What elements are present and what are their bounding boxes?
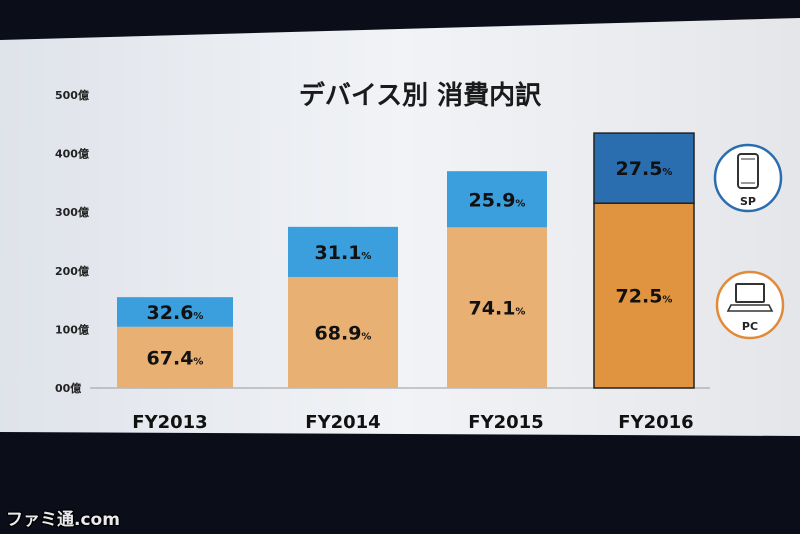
y-tick-label: 100億 bbox=[55, 322, 89, 336]
y-tick-label: 00億 bbox=[55, 381, 81, 395]
x-tick-label: FY2016 bbox=[618, 412, 693, 433]
bar-pc bbox=[447, 227, 547, 388]
bar-pc bbox=[117, 326, 233, 388]
data-label-pc: 68.9% bbox=[315, 322, 372, 344]
laptop-icon bbox=[726, 283, 774, 312]
x-axis: FY2013 FY2014 FY2015 FY2016 bbox=[132, 412, 693, 433]
x-tick-label: FY2014 bbox=[305, 412, 380, 433]
bar-pc bbox=[288, 276, 398, 388]
data-label-sp: 27.5% bbox=[616, 158, 673, 180]
legend-label-pc: PC bbox=[742, 320, 758, 333]
x-tick-label: FY2013 bbox=[132, 412, 207, 433]
data-label-pc: 72.5% bbox=[616, 286, 673, 308]
bar-sp bbox=[117, 297, 233, 327]
y-tick-label: 500億 bbox=[55, 88, 89, 102]
data-label-sp: 31.1% bbox=[315, 242, 372, 264]
legend-circle-sp bbox=[713, 143, 783, 213]
bars: 32.6% 67.4% 31.1% 68.9% 25.9% 74.1% 27.5% 72.5% bbox=[117, 132, 695, 389]
x-tick-label: FY2015 bbox=[468, 412, 543, 433]
data-label-sp: 25.9% bbox=[469, 189, 526, 211]
watermark: ファミ通.com bbox=[6, 510, 120, 530]
data-label-pc: 67.4% bbox=[147, 347, 204, 369]
bar-stack: 27.5% 72.5% bbox=[593, 132, 695, 389]
data-label-sp: 32.6% bbox=[147, 302, 204, 324]
legend: SP PC bbox=[713, 143, 785, 340]
y-tick-label: 300億 bbox=[55, 205, 89, 219]
smartphone-icon bbox=[737, 153, 759, 189]
bar-sp bbox=[447, 171, 547, 228]
bar-sp bbox=[288, 226, 398, 277]
y-tick-label: 200億 bbox=[55, 264, 89, 278]
y-tick-label: 400億 bbox=[55, 147, 89, 161]
bar-stack: 31.1% 68.9% bbox=[288, 226, 398, 388]
chart-title: デバイス別 消費内訳 bbox=[299, 80, 542, 111]
bar-sp bbox=[593, 132, 695, 204]
bar-stack: 25.9% 74.1% bbox=[447, 171, 547, 388]
legend-item-sp: SP bbox=[713, 143, 783, 213]
bar-stack: 32.6% 67.4% bbox=[117, 297, 233, 388]
bar-pc bbox=[593, 202, 695, 389]
legend-item-pc: PC bbox=[715, 270, 785, 340]
data-label-pc: 74.1% bbox=[469, 298, 526, 320]
legend-label-sp: SP bbox=[740, 195, 756, 208]
